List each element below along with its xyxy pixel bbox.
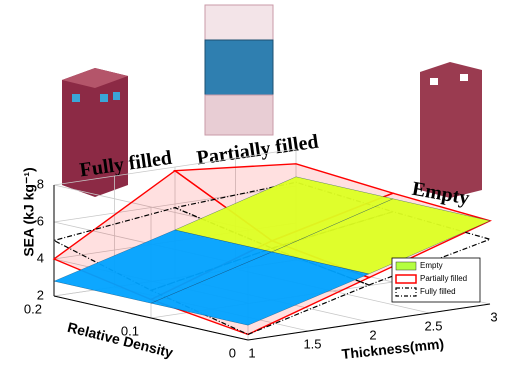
chart: Fully filled Partially filled Empty SEA … bbox=[0, 0, 508, 376]
z-tick-label: 4 bbox=[37, 250, 44, 265]
legend-swatch bbox=[396, 275, 416, 283]
legend-swatch bbox=[396, 288, 416, 296]
tower-empty bbox=[420, 62, 482, 198]
legend: Empty Partially filled Fully filled bbox=[392, 258, 480, 302]
x-axis-label: Thickness(mm) bbox=[341, 335, 445, 362]
x-tick-label: 2.5 bbox=[424, 318, 442, 333]
z-axis-label: SEA (kJ kg⁻¹) bbox=[21, 167, 37, 256]
x-tick-label: 3 bbox=[490, 309, 497, 324]
legend-label: Fully filled bbox=[420, 287, 456, 296]
legend-label: Partially filled bbox=[420, 274, 467, 283]
z-tick-label: 6 bbox=[37, 213, 44, 228]
tower-partially-filled bbox=[205, 5, 273, 135]
z-tick-label: 2 bbox=[37, 287, 44, 302]
x-tick-label: 2 bbox=[369, 327, 376, 342]
annotation: Partially filled bbox=[195, 131, 320, 170]
y-tick-label: 0.1 bbox=[121, 323, 139, 338]
y-tick-label: 0.2 bbox=[24, 301, 42, 316]
legend-swatch bbox=[396, 262, 416, 270]
x-tick-label: 1 bbox=[248, 345, 255, 360]
x-tick-label: 1.5 bbox=[303, 336, 321, 351]
z-tick-label: 8 bbox=[37, 176, 44, 191]
y-tick-label: 0 bbox=[229, 345, 236, 360]
legend-label: Empty bbox=[420, 261, 443, 270]
